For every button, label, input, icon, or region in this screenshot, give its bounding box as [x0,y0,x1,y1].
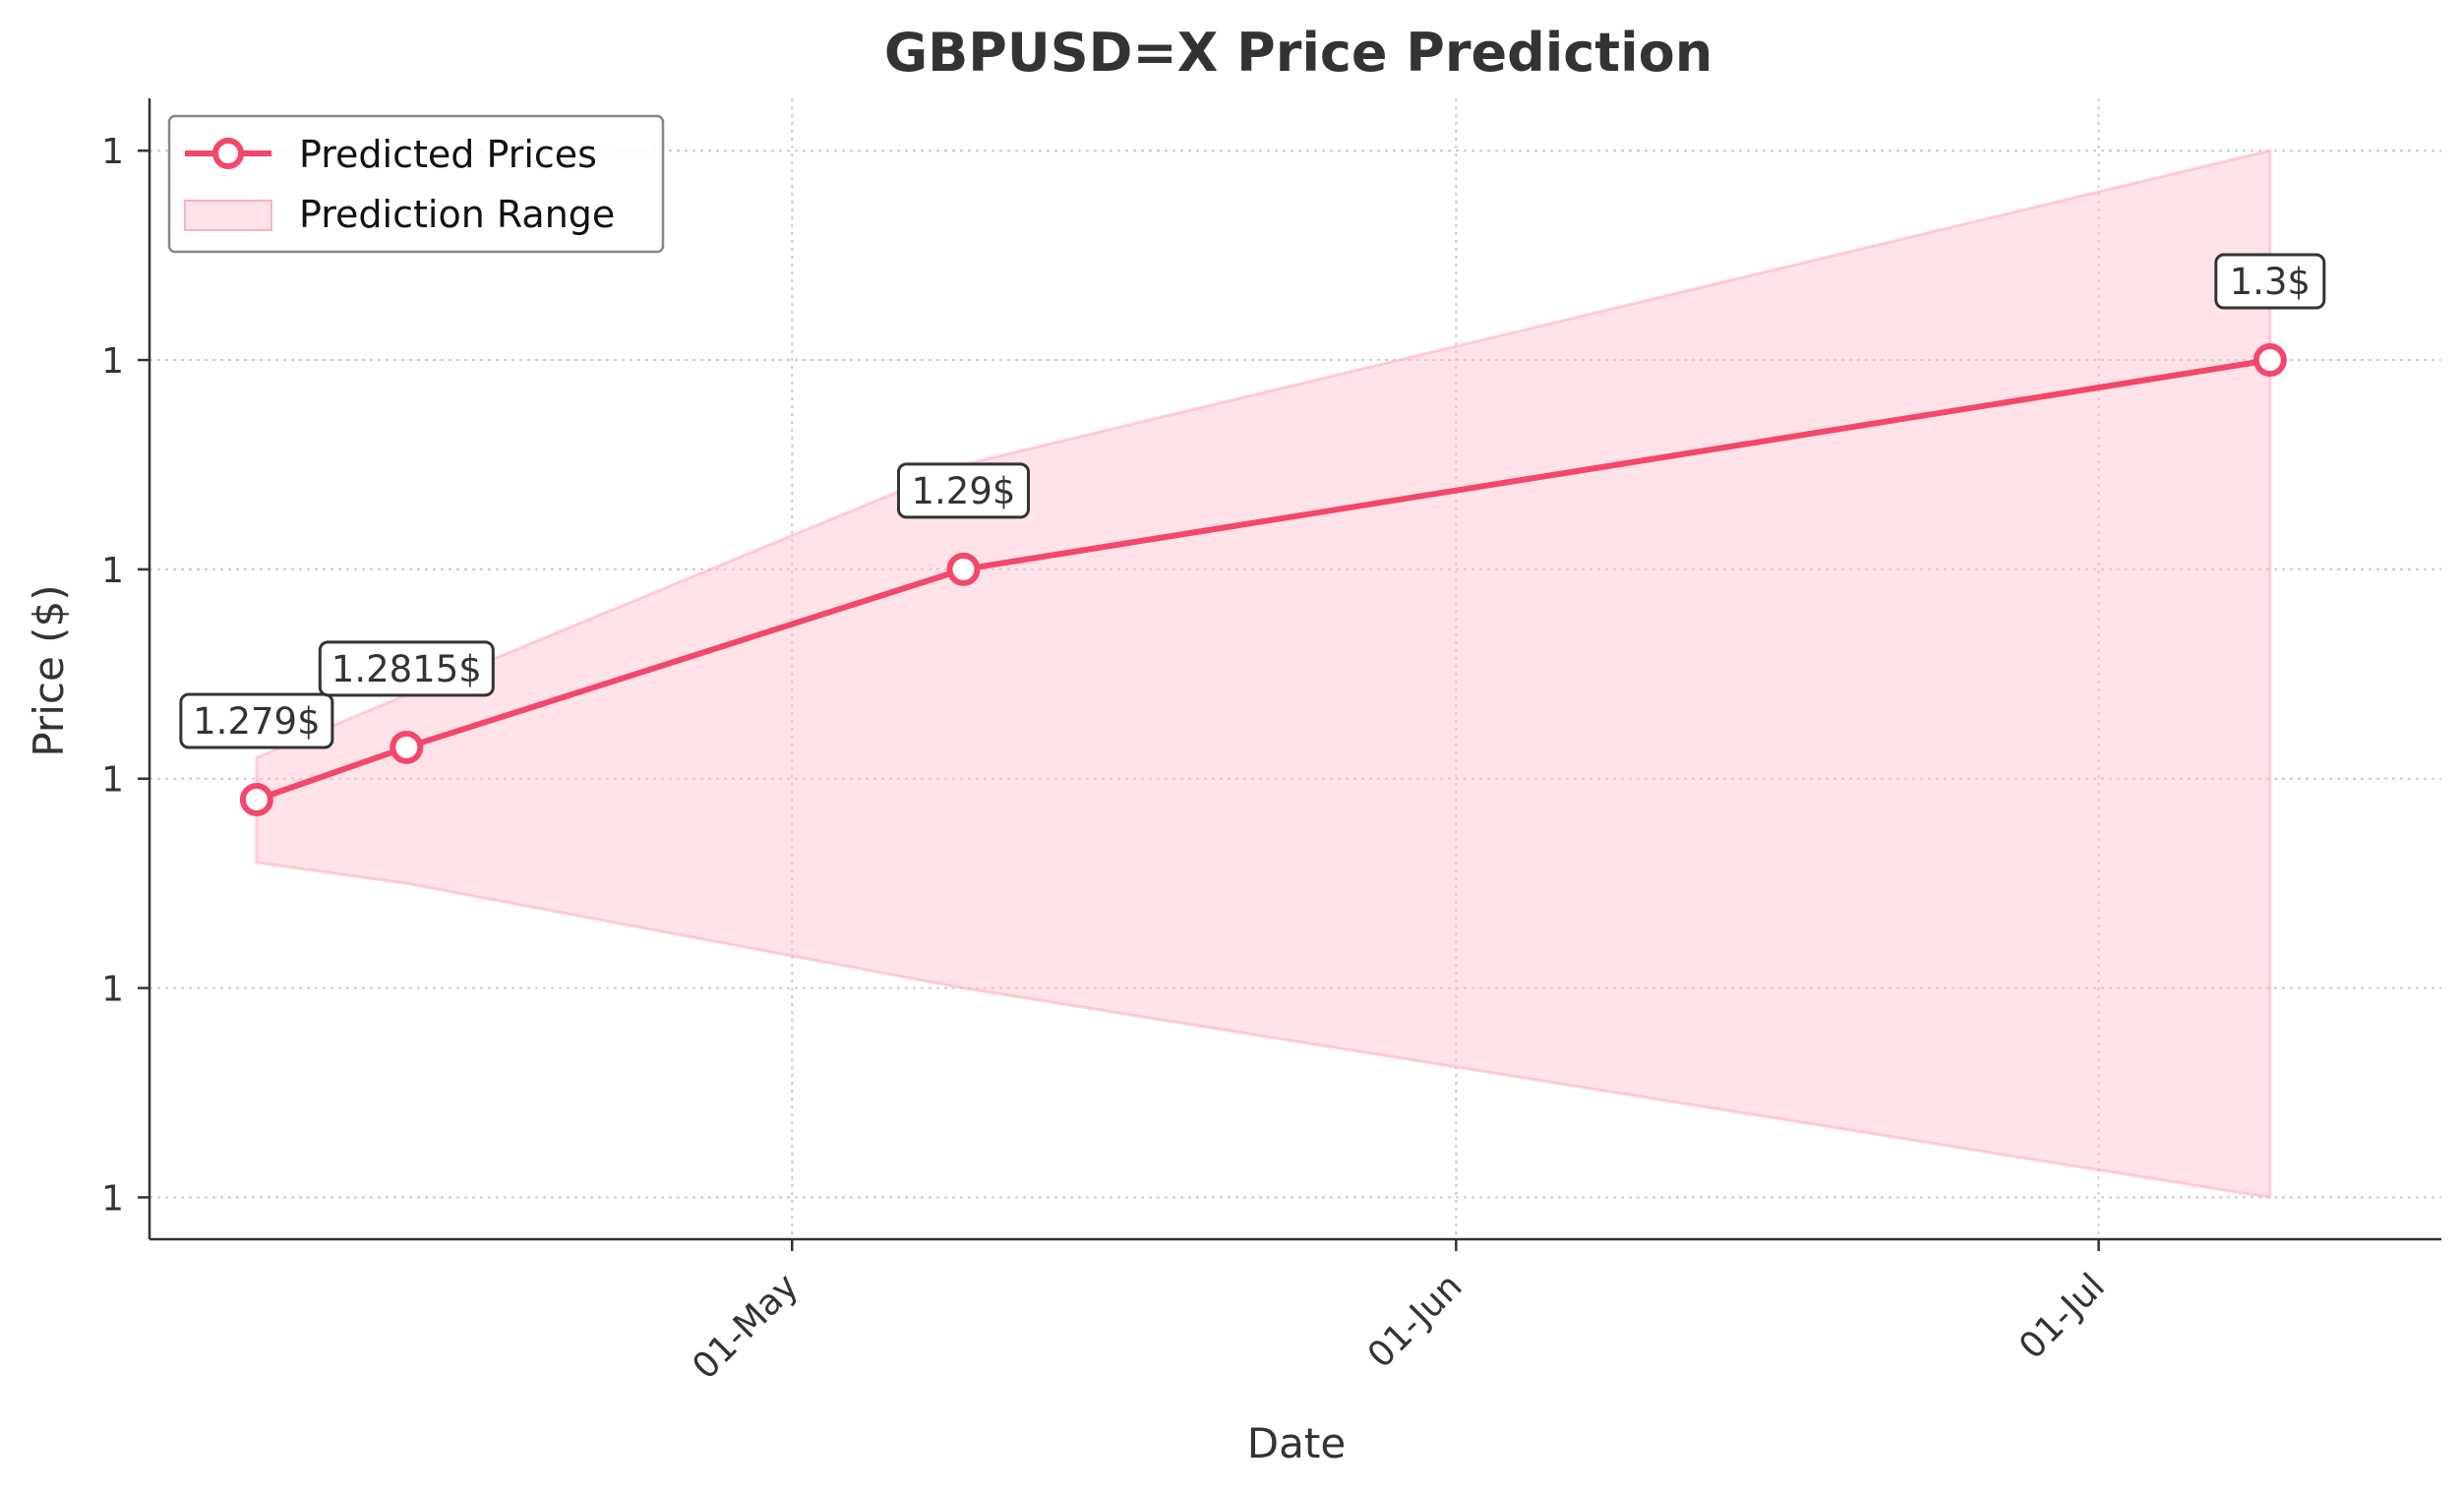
grid-lines [150,98,2441,1239]
y-tick-label: 1 [101,132,124,172]
data-points [239,343,2287,817]
data-point-marker [2253,343,2287,378]
chart-title: GBPUSD=X Price Prediction [884,22,1713,84]
axes [148,98,2441,1241]
data-label: 1.3$ [2230,261,2311,303]
data-labels: 1.279$ 1.2815$ 1.29$ 1.3$ [179,253,2326,749]
data-point-marker [390,730,424,764]
y-tick-label: 1 [101,760,124,801]
x-axis-label: Date [1247,1419,1346,1467]
legend-label-predicted: Predicted Prices [299,133,597,176]
data-point-marker [239,783,273,817]
legend-label-range: Prediction Range [299,193,615,236]
data-label: 1.29$ [912,470,1016,512]
y-tick-label: 1 [101,970,124,1010]
legend-box [167,114,665,254]
data-label-box [2214,253,2326,310]
predicted-prices-line [255,357,2271,803]
data-label: 1.279$ [193,700,320,743]
legend-band-swatch [184,200,272,231]
prediction-range-band [255,149,2272,1200]
y-tick-label: 1 [101,1178,124,1219]
legend: Predicted Prices Prediction Range [167,114,665,254]
y-axis-label: Price ($) [25,584,73,756]
data-point-marker [946,552,981,586]
data-label-box [896,462,1030,519]
legend-marker-swatch [212,138,244,169]
y-tick-label: 1 [101,551,124,591]
y-tick-label: 1 [101,341,124,382]
y-ticks: 1 1 1 1 1 1 [101,132,150,1219]
data-label-box [179,692,334,749]
data-label-box [318,640,495,697]
data-label: 1.2815$ [331,648,482,690]
